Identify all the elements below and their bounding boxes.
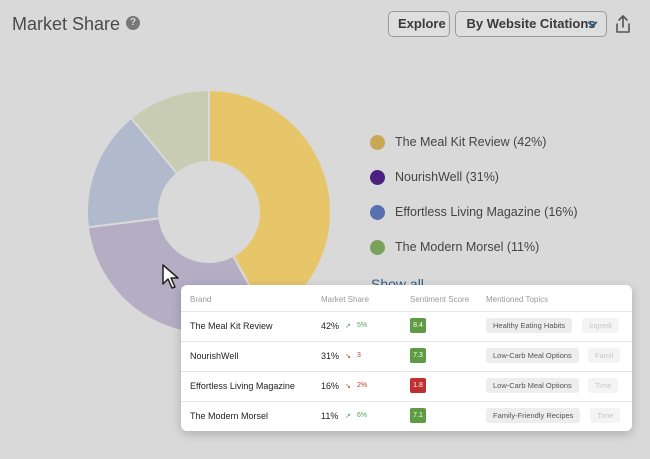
brand-name: NourishWell xyxy=(190,351,239,361)
market-share-value: 11% xyxy=(321,411,339,421)
legend-label: NourishWell (31%) xyxy=(395,170,499,184)
brand-name: The Meal Kit Review xyxy=(190,321,273,331)
table-row[interactable]: The Modern Morsel 11% ↗ 6% 7.1 Family-Fr… xyxy=(181,401,632,431)
column-header-brand: Brand xyxy=(190,295,212,304)
share-change: 5% xyxy=(357,322,368,329)
column-header-sentiment-score: Sentiment Score xyxy=(410,295,470,304)
donut-slice-the-modern-morsel[interactable] xyxy=(129,89,210,175)
sort-dropdown-label: By Website Citations xyxy=(466,16,596,31)
brand-name: The Modern Morsel xyxy=(190,411,269,421)
market-share-value: 42% xyxy=(321,321,340,331)
sentiment-score-badge: 7.1 xyxy=(410,408,426,423)
topic-tag[interactable]: Family-Friendly Recipes xyxy=(486,408,581,423)
trend-arrow-icon: ↗ xyxy=(345,413,351,420)
topic-tag[interactable]: Healthy Eating Habits xyxy=(486,318,573,333)
legend-label: Effortless Living Magazine (16%) xyxy=(395,205,578,219)
legend-dot xyxy=(370,240,385,255)
donut-slice-effortless-living-magazine[interactable] xyxy=(86,116,179,229)
table-row[interactable]: Effortless Living Magazine 16% ↘ 2% 1.8 … xyxy=(181,371,632,401)
sort-dropdown[interactable]: By Website Citations xyxy=(455,11,607,37)
share-change: 6% xyxy=(357,412,368,419)
trend-arrow-icon: ↗ xyxy=(345,323,351,330)
column-header-mentioned-topics: Mentioned Topics xyxy=(486,295,549,304)
legend-label: The Meal Kit Review (42%) xyxy=(395,135,547,149)
brand-name: Effortless Living Magazine xyxy=(190,381,295,391)
market-share-value: 16% xyxy=(321,381,340,391)
mouse-cursor-icon xyxy=(162,264,179,289)
legend-label: The Modern Morsel (11%) xyxy=(395,240,540,254)
trend-arrow-icon: ↘ xyxy=(345,383,351,390)
share-change: 2% xyxy=(357,382,368,389)
legend-dot xyxy=(370,205,385,220)
share-icon[interactable] xyxy=(612,13,634,35)
help-icon[interactable]: ? xyxy=(126,16,140,30)
topic-tag[interactable]: Famil xyxy=(588,348,621,363)
legend-dot xyxy=(370,135,385,150)
explore-button[interactable]: Explore xyxy=(388,11,450,37)
share-change: 3 xyxy=(357,352,361,359)
market-share-value: 31% xyxy=(321,351,340,361)
sentiment-score-badge: 1.8 xyxy=(410,378,426,393)
table-row[interactable]: The Meal Kit Review 42% ↗ 5% 8.4 Healthy… xyxy=(181,311,632,341)
sentiment-score-badge: 7.3 xyxy=(410,348,426,363)
topic-tag[interactable]: Time xyxy=(588,378,619,393)
topic-tag[interactable]: Low-Carb Meal Options xyxy=(486,378,579,393)
topic-tag[interactable]: Ingredi xyxy=(582,318,619,333)
page-title: Market Share xyxy=(12,14,121,34)
topic-tag[interactable]: Time xyxy=(590,408,621,423)
market-share-tooltip-table: Brand Market Share Sentiment Score Menti… xyxy=(181,285,632,431)
topic-tag[interactable]: Low-Carb Meal Options xyxy=(486,348,579,363)
header: Market Share ? Explore By Website Citati… xyxy=(0,0,650,50)
trend-arrow-icon: ↘ xyxy=(345,353,351,360)
legend-dot xyxy=(370,170,385,185)
table-row[interactable]: NourishWell 31% ↘ 3 7.3 Low-Carb Meal Op… xyxy=(181,341,632,371)
column-header-market-share: Market Share xyxy=(321,295,370,304)
sentiment-score-badge: 8.4 xyxy=(410,318,426,333)
